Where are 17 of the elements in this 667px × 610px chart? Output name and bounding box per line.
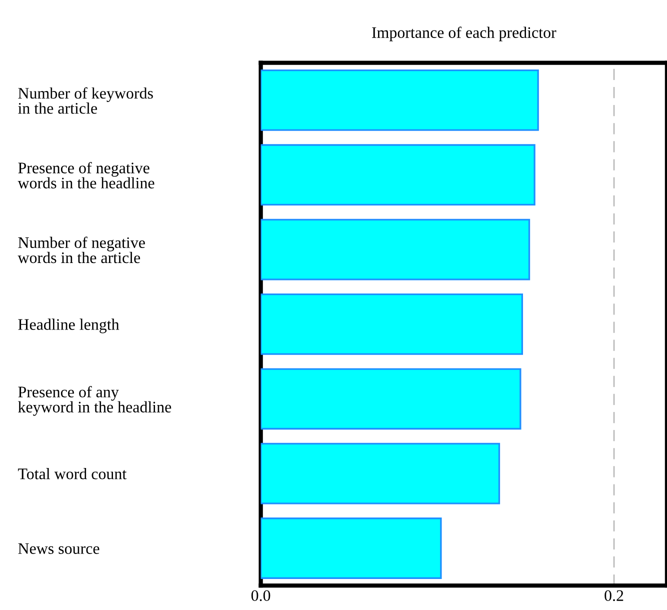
bar [260, 294, 524, 355]
y-tick-label: Presence of negative words in the headline [18, 162, 154, 188]
y-tick-label: Presence of any keyword in the headline [18, 386, 172, 416]
y-tick-label: News source [18, 543, 100, 554]
x-tick-label: 0.0 [251, 590, 270, 602]
bar [260, 442, 500, 504]
x-tick-label: 0.2 [604, 590, 624, 602]
y-tick-label: Number of negative words in the article [18, 236, 145, 264]
y-tick-label: Headline length [18, 318, 120, 334]
bar [260, 69, 539, 131]
bar [260, 144, 536, 206]
y-tick-label: Number of keywords in the article [18, 87, 153, 114]
bar [260, 218, 530, 280]
chart-title: Importance of each predictor [372, 26, 556, 42]
bar [260, 518, 442, 579]
y-tick-label: Total word count [18, 468, 127, 480]
bar [260, 368, 522, 430]
